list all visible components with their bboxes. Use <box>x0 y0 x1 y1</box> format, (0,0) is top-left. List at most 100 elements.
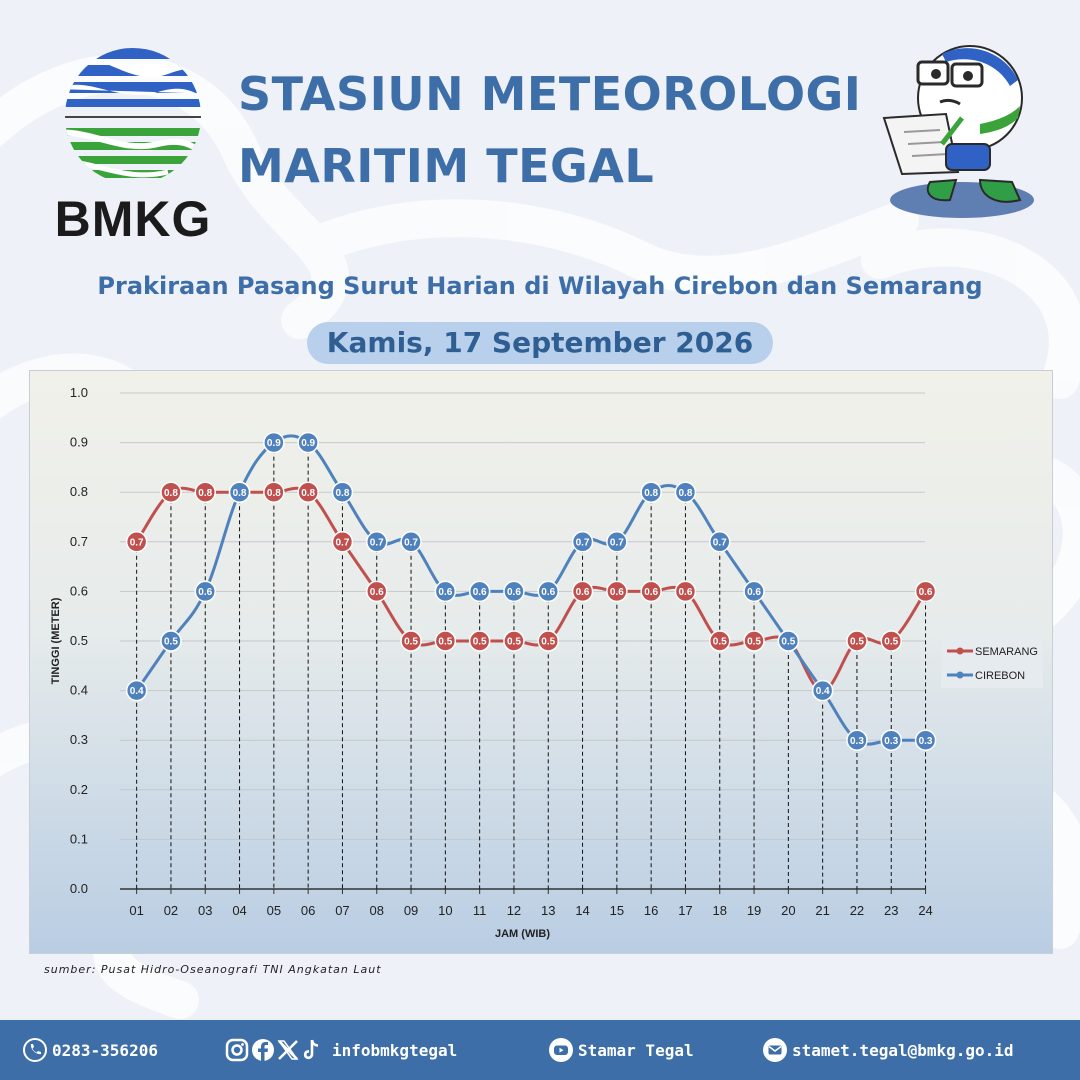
bmkg-logo-text: BMKG <box>54 191 212 247</box>
data-point-cirebon <box>846 729 868 751</box>
data-point-cirebon <box>194 580 216 603</box>
social-handle: infobmkgtegal <box>332 1040 458 1060</box>
x-axis-title: JAM (WIB) <box>495 928 550 940</box>
x-tick-label: 23 <box>884 903 898 918</box>
tide-chart: 0.0 0.1 0.2 0.3 0.4 0.5 0.6 0.7 0.8 0.9 1.0 01 02 03 0… <box>29 370 1053 954</box>
x-tick-label: 07 <box>335 903 349 918</box>
footer-phone[interactable]: 0283-356206 <box>22 1020 158 1080</box>
data-point-semarang <box>674 580 697 603</box>
data-label-semarang: 0.5 <box>850 637 864 648</box>
x-tick-label: 05 <box>267 903 281 918</box>
data-label-semarang: 0.6 <box>644 587 658 598</box>
data-point-cirebon <box>777 630 800 652</box>
x-tick-label: 09 <box>404 903 418 918</box>
data-point-cirebon <box>880 729 902 751</box>
data-point-cirebon <box>606 531 628 553</box>
data-point-cirebon <box>125 679 148 702</box>
facebook-icon[interactable] <box>250 1037 276 1063</box>
x-tick-label: 11 <box>473 903 487 918</box>
data-label-semarang: 0.6 <box>576 587 590 598</box>
data-label-cirebon: 0.3 <box>884 736 898 747</box>
data-label-cirebon: 0.6 <box>507 587 521 598</box>
data-label-cirebon: 0.8 <box>335 488 349 499</box>
data-point-cirebon <box>263 431 285 454</box>
data-label-cirebon: 0.5 <box>164 637 178 648</box>
data-label-semarang: 0.5 <box>473 637 487 648</box>
data-label-cirebon: 0.6 <box>747 587 761 598</box>
data-point-semarang <box>880 630 902 652</box>
data-point-semarang <box>194 481 216 503</box>
station-title-line1: STASIUN METEOROLOGI <box>238 67 862 121</box>
y-tick-label: 0.3 <box>70 732 88 747</box>
data-label-cirebon: 0.6 <box>473 587 487 598</box>
data-label-semarang: 0.6 <box>919 587 933 598</box>
data-point-semarang <box>503 630 525 652</box>
data-point-cirebon <box>709 531 731 553</box>
y-axis-title: TINGGI (METER) <box>50 597 62 684</box>
data-point-cirebon <box>571 531 594 553</box>
phone-icon <box>23 1038 47 1062</box>
x-tick-label: 10 <box>438 903 452 918</box>
y-tick-label: 0.6 <box>70 583 88 598</box>
x-tick-label: 06 <box>301 903 315 918</box>
data-point-semarang <box>743 630 765 652</box>
data-label-cirebon: 0.8 <box>678 488 692 499</box>
data-point-semarang <box>468 630 491 652</box>
data-label-semarang: 0.8 <box>164 488 178 499</box>
x-tick-label: 19 <box>747 903 761 918</box>
data-label-cirebon: 0.3 <box>919 736 933 747</box>
x-tick-label: 08 <box>370 903 384 918</box>
x-tick-label: 14 <box>575 903 589 918</box>
x-tick-label: 15 <box>610 903 624 918</box>
data-label-semarang: 0.6 <box>610 587 624 598</box>
data-label-cirebon: 0.6 <box>198 587 212 598</box>
data-label-cirebon: 0.5 <box>781 637 795 648</box>
footer-email[interactable]: stamet.tegal@bmkg.go.id <box>762 1020 1014 1080</box>
data-point-semarang <box>160 481 182 503</box>
footer-bar: 0283-356206 infobmkgtegal Stamar Tegal <box>0 1020 1080 1080</box>
footer-social[interactable]: infobmkgtegal <box>224 1020 457 1080</box>
x-tick-label: 22 <box>850 903 864 918</box>
data-point-cirebon <box>503 580 525 603</box>
email-icon <box>763 1038 787 1062</box>
data-point-semarang <box>400 630 422 652</box>
data-point-semarang <box>297 481 319 503</box>
data-label-semarang: 0.7 <box>130 537 144 548</box>
data-point-cirebon <box>537 580 559 603</box>
x-tick-label: 24 <box>918 903 932 918</box>
station-title: STASIUN METEOROLOGI MARITIM TEGAL <box>238 58 861 202</box>
x-tick-label: 16 <box>644 903 658 918</box>
mascot-illustration <box>882 45 1034 218</box>
data-point-cirebon <box>366 531 388 553</box>
legend-marker-semarang <box>956 647 964 655</box>
x-tick-label: 13 <box>541 903 555 918</box>
data-label-semarang: 0.5 <box>713 637 727 648</box>
data-label-cirebon: 0.7 <box>370 537 384 548</box>
data-point-semarang <box>846 630 868 652</box>
x-tick-label: 21 <box>815 903 829 918</box>
tiktok-icon[interactable] <box>300 1037 322 1063</box>
data-label-cirebon: 0.7 <box>610 537 624 548</box>
data-point-cirebon <box>674 481 697 503</box>
source-note: sumber: Pusat Hidro-Oseanografi TNI Angk… <box>44 963 382 976</box>
y-tick-label: 1.0 <box>70 385 88 400</box>
data-label-cirebon: 0.3 <box>850 736 864 747</box>
email-address: stamet.tegal@bmkg.go.id <box>792 1040 1014 1060</box>
data-point-semarang <box>640 580 662 603</box>
footer-youtube[interactable]: Stamar Tegal <box>548 1020 694 1080</box>
x-tick-label: 03 <box>198 903 212 918</box>
series-line-semarang <box>135 486 927 693</box>
data-label-semarang: 0.5 <box>404 637 418 648</box>
instagram-icon[interactable] <box>224 1037 250 1063</box>
data-label-cirebon: 0.8 <box>233 488 247 499</box>
data-label-semarang: 0.7 <box>335 537 349 548</box>
data-label-semarang: 0.8 <box>301 488 315 499</box>
x-icon[interactable] <box>276 1037 300 1063</box>
station-title-line2: MARITIM TEGAL <box>238 139 655 193</box>
x-tick-label: 04 <box>232 903 246 918</box>
data-label-cirebon: 0.9 <box>267 438 281 449</box>
data-point-cirebon <box>640 481 662 503</box>
data-point-cirebon <box>228 481 251 503</box>
data-label-semarang: 0.5 <box>438 637 452 648</box>
data-point-cirebon <box>743 580 765 603</box>
